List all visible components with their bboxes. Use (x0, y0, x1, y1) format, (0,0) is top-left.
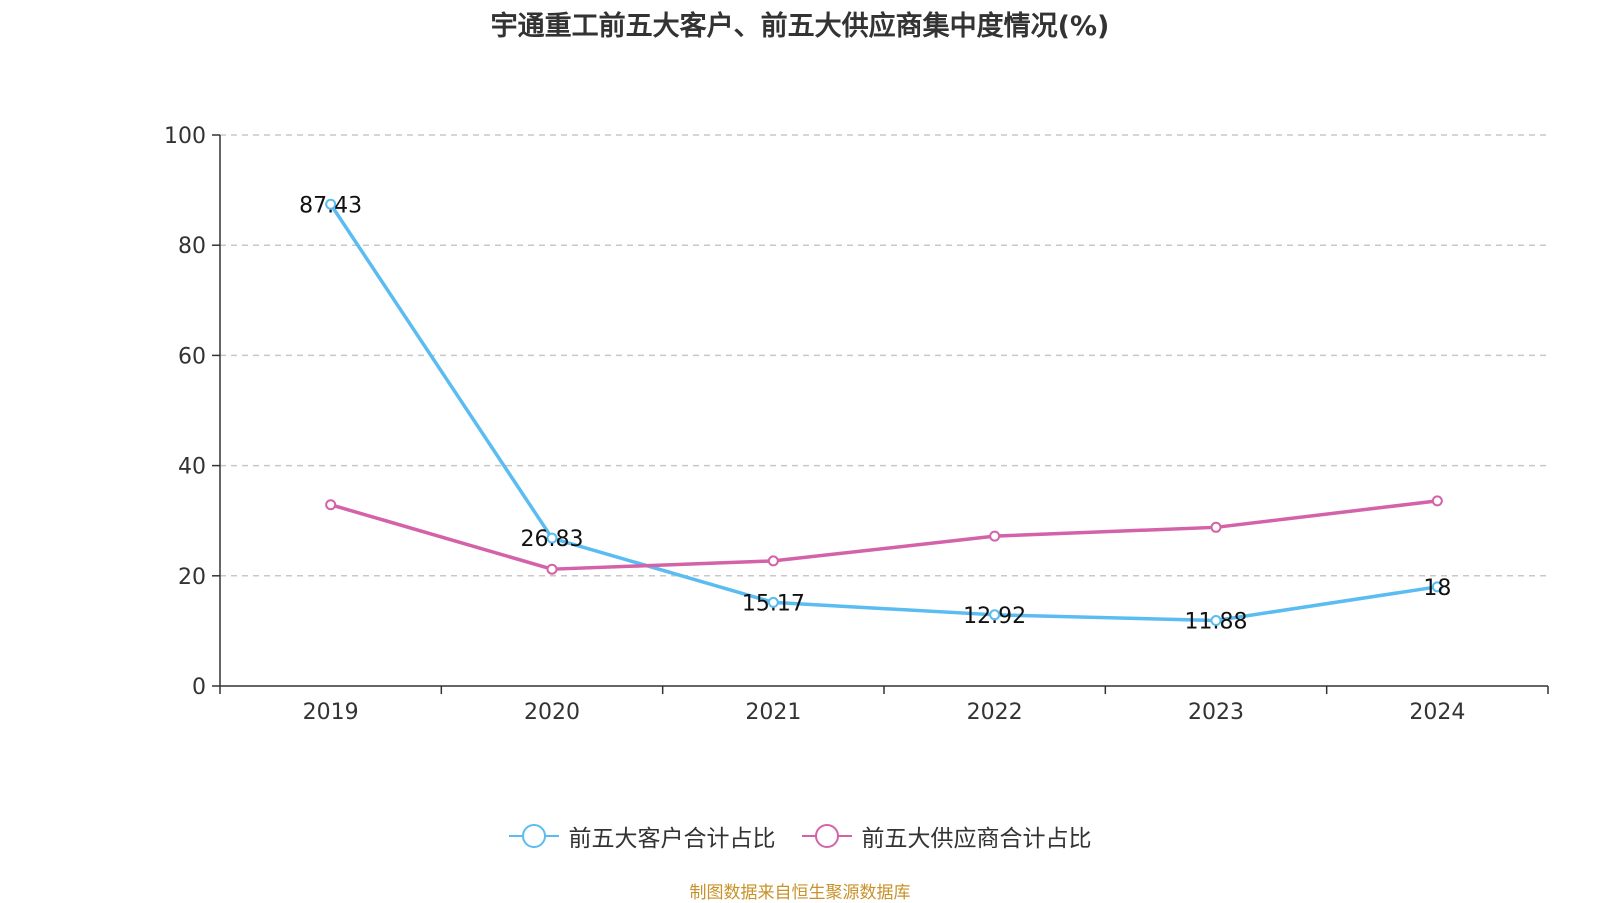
legend: 前五大客户合计占比 前五大供应商合计占比 (0, 818, 1600, 854)
data-point-0-3[interactable] (989, 609, 1001, 621)
data-point-0-1[interactable] (546, 532, 558, 544)
data-point-1-2[interactable] (767, 555, 779, 567)
data-point-1-1[interactable] (546, 563, 558, 575)
series-line-0 (329, 203, 1438, 623)
data-point-0-0[interactable] (325, 198, 337, 210)
y-tick-label: 80 (178, 234, 206, 259)
data-label-0-3: 12.92 (963, 604, 1026, 629)
x-tick-label: 2022 (967, 700, 1023, 725)
data-point-0-2[interactable] (767, 596, 779, 608)
data-point-0-4[interactable] (1210, 615, 1222, 627)
data-label-0-0: 87.43 (299, 193, 362, 218)
data-point-1-5[interactable] (1431, 495, 1443, 507)
data-labels: 87.43 26.83 15.17 12.92 11.88 18 (299, 193, 1451, 634)
x-tick-label: 2019 (303, 700, 359, 725)
x-tick-label: 2021 (745, 700, 801, 725)
y-tick-label: 20 (178, 565, 206, 590)
x-tick-label: 2023 (1188, 700, 1244, 725)
y-tick-label: 60 (178, 344, 206, 369)
grid-lines (220, 134, 1548, 577)
legend-item-customers[interactable]: 前五大客户合计占比 (508, 819, 776, 853)
series-line-1 (330, 499, 1438, 571)
data-label-0-4: 11.88 (1185, 610, 1248, 635)
data-label-0-5: 18 (1423, 576, 1451, 601)
legend-item-suppliers[interactable]: 前五大供应商合计占比 (801, 819, 1092, 853)
y-tick-label: 0 (192, 675, 206, 700)
x-tick-label: 2020 (524, 700, 580, 725)
legend-label-customers: 前五大客户合计占比 (568, 826, 776, 852)
data-point-0-5[interactable] (1431, 581, 1443, 593)
data-point-1-4[interactable] (1210, 521, 1222, 533)
chart-title: 宇通重工前五大客户、前五大供应商集中度情况(%) (490, 11, 1110, 42)
data-point-1-3[interactable] (989, 530, 1001, 542)
x-tick-label: 2024 (1409, 700, 1465, 725)
data-source-note: 制图数据来自恒生聚源数据库 (689, 883, 911, 903)
series-lines (325, 198, 1443, 627)
y-tick-label: 40 (178, 455, 206, 480)
data-point-1-0[interactable] (325, 499, 337, 511)
y-tick-label: 100 (164, 124, 206, 149)
data-label-0-2: 15.17 (742, 591, 805, 616)
legend-swatch-suppliers-icon (801, 824, 852, 848)
legend-label-suppliers: 前五大供应商合计占比 (861, 826, 1092, 852)
axes: 0 20 40 60 80 100 2019 2020 2021 2022 2023 2024 (164, 124, 1549, 725)
legend-swatch-customers-icon (508, 824, 559, 848)
data-label-0-1: 26.83 (521, 527, 584, 552)
